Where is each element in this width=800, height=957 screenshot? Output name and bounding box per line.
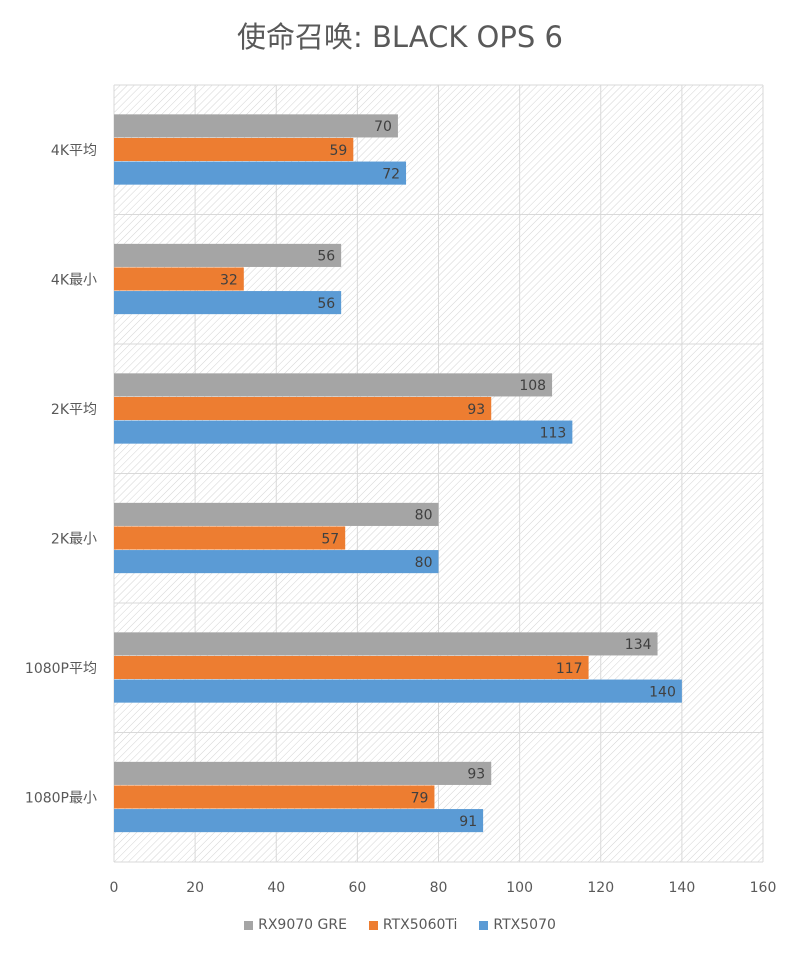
bar-rtx5060ti	[114, 267, 244, 291]
legend: RX9070 GRE RTX5060Ti RTX5070	[0, 917, 800, 933]
bar-rtx5060ti	[114, 137, 354, 162]
bar-rx9070-gre	[114, 502, 439, 526]
legend-item: RX9070 GRE	[244, 917, 347, 933]
category-label: 1080P最小	[25, 790, 97, 806]
bar-rx9070-gre	[114, 243, 342, 267]
data-label: 59	[329, 143, 347, 159]
bar-rtx5070	[114, 550, 439, 574]
data-label: 56	[317, 296, 335, 312]
data-label: 70	[374, 119, 392, 135]
bar-rtx5070	[114, 679, 682, 703]
category-label: 2K最小	[51, 531, 97, 547]
data-label: 56	[317, 249, 335, 265]
category-label: 2K平均	[51, 402, 97, 418]
bar-rtx5070	[114, 161, 407, 185]
legend-label: RTX5060Ti	[382, 917, 458, 933]
x-tick-label: 40	[267, 880, 285, 896]
bar-rtx5070	[114, 420, 573, 444]
data-label: 91	[459, 814, 477, 830]
data-label: 108	[519, 378, 546, 394]
data-label: 113	[540, 425, 567, 441]
data-label: 80	[415, 508, 433, 524]
legend-label: RTX5070	[493, 917, 556, 933]
legend-swatch	[368, 920, 378, 930]
data-label: 117	[556, 661, 583, 677]
data-label: 57	[321, 531, 339, 547]
x-tick-label: 100	[506, 880, 533, 896]
category-label: 1080P平均	[25, 661, 97, 677]
bar-rx9070-gre	[114, 114, 398, 138]
chart-title: 使命召唤: BLACK OPS 6	[237, 20, 563, 54]
category-label: 4K最小	[51, 272, 97, 288]
x-tick-label: 80	[430, 880, 448, 896]
bar-rtx5060ti	[114, 655, 589, 680]
category-label: 4K平均	[51, 143, 97, 159]
x-tick-label: 60	[348, 880, 366, 896]
data-label: 80	[415, 555, 433, 571]
bar-rtx5070	[114, 809, 484, 833]
bar-rx9070-gre	[114, 373, 553, 397]
x-tick-label: 120	[587, 880, 614, 896]
bar-rx9070-gre	[114, 761, 492, 785]
bar-rtx5070	[114, 291, 342, 315]
bar-rtx5060ti	[114, 526, 346, 550]
legend-swatch	[244, 920, 254, 930]
legend-item: RTX5060Ti	[368, 917, 458, 933]
legend-swatch	[479, 920, 489, 930]
data-label: 79	[411, 790, 429, 806]
bar-rtx5060ti	[114, 396, 492, 421]
data-label: 134	[625, 637, 652, 653]
bar-rtx5060ti	[114, 785, 435, 809]
bar-rx9070-gre	[114, 632, 658, 656]
x-tick-label: 140	[669, 880, 696, 896]
data-label: 93	[467, 402, 485, 418]
x-tick-label: 0	[110, 880, 119, 896]
data-label: 140	[649, 684, 676, 700]
x-tick-label: 20	[186, 880, 204, 896]
legend-label: RX9070 GRE	[258, 917, 347, 933]
legend-item: RTX5070	[479, 917, 556, 933]
x-tick-label: 160	[750, 880, 777, 896]
data-label: 32	[220, 272, 238, 288]
data-label: 72	[382, 166, 400, 182]
data-label: 93	[467, 767, 485, 783]
